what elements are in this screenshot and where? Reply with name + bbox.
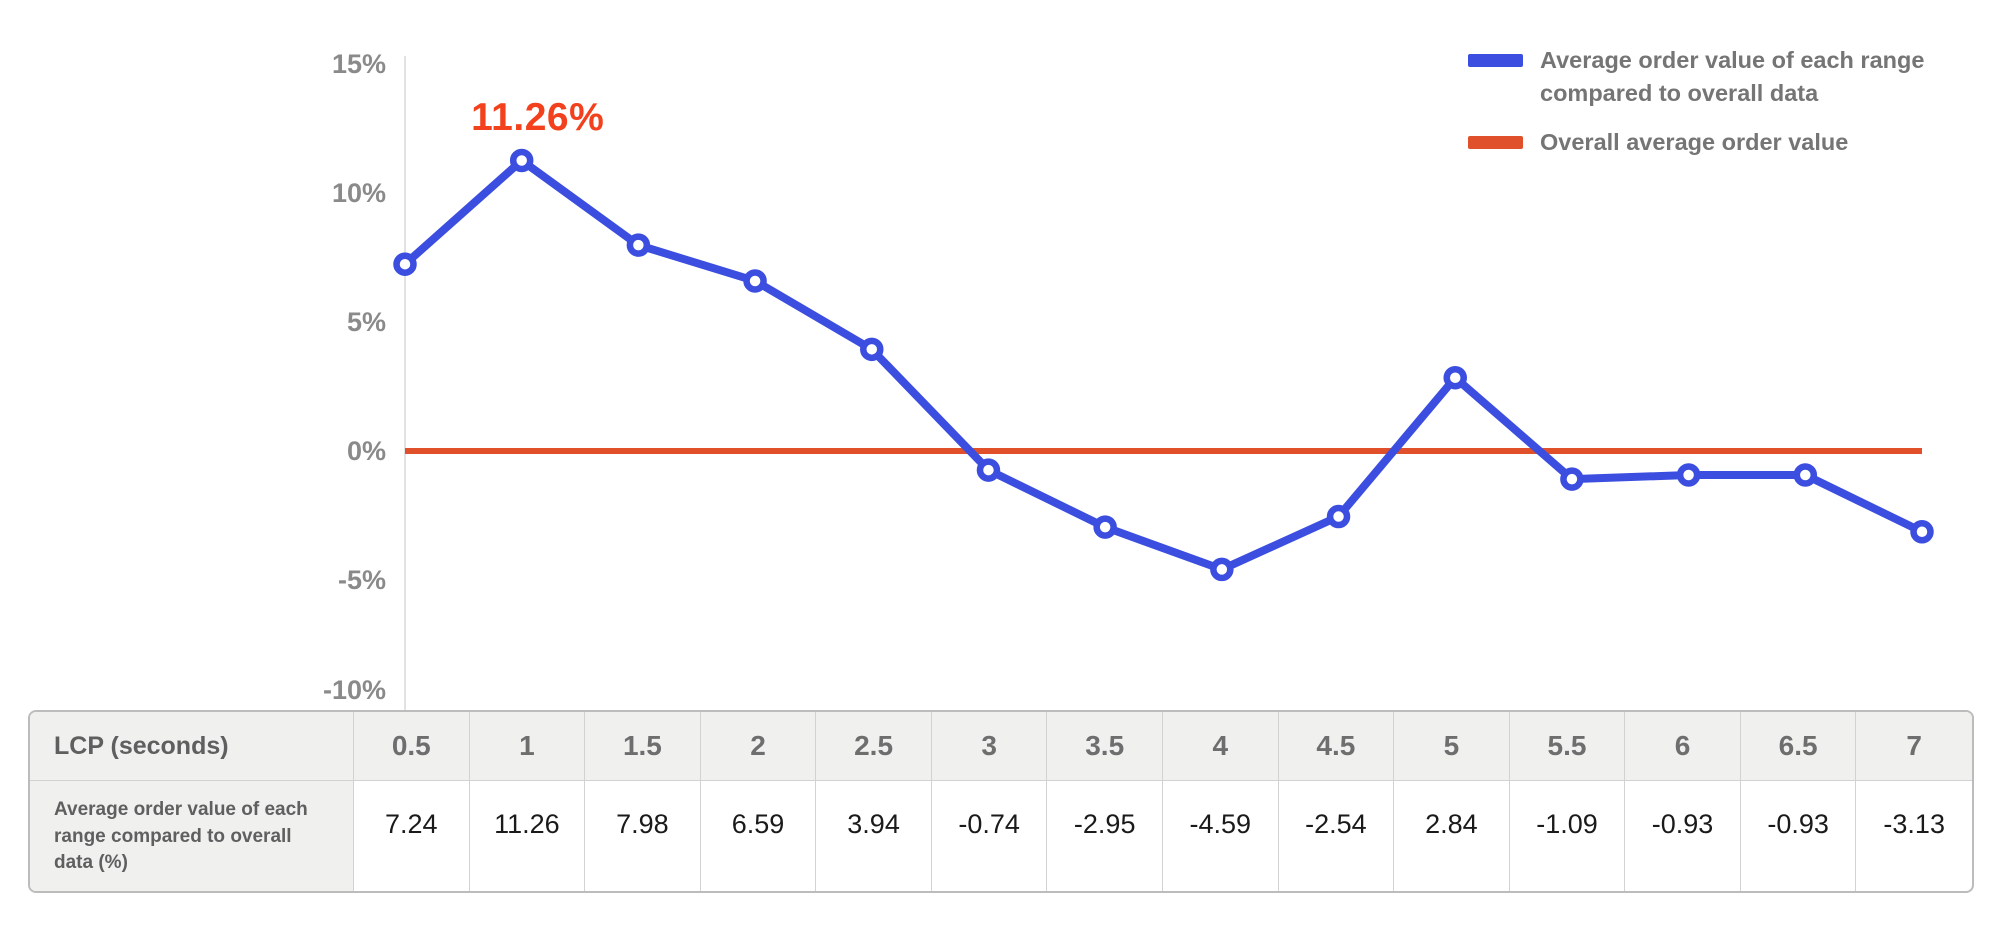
table-value-cell: 7.98 xyxy=(585,781,701,891)
data-table: LCP (seconds) 0.5 1 1.5 2 2.5 3 3.5 4 4.5 5 5.5 6 6.5… xyxy=(28,710,1974,893)
y-axis-tick-label: 0% xyxy=(346,436,386,466)
table-value-cell: 2.84 xyxy=(1394,781,1510,891)
table-value-cell: -2.95 xyxy=(1047,781,1163,891)
table-column-header: 2.5 xyxy=(816,712,932,781)
peak-value-annotation: 11.26% xyxy=(471,96,605,140)
table-value-cell: -0.74 xyxy=(932,781,1048,891)
table-row-label: Average order value of each range compar… xyxy=(30,781,354,891)
data-point-marker xyxy=(626,233,651,257)
legend-swatch-icon xyxy=(1468,54,1523,67)
plot-canvas xyxy=(393,56,1934,710)
table-value-cell: 7.24 xyxy=(354,781,470,891)
table-column-header: 1 xyxy=(469,712,586,781)
data-point-marker xyxy=(509,148,534,173)
data-point-marker xyxy=(393,252,417,276)
data-point-marker xyxy=(743,269,767,293)
table-value-cell: -4.59 xyxy=(1163,781,1279,891)
table-value-cell: -3.13 xyxy=(1883,809,1945,839)
table-column-header: 3 xyxy=(931,712,1048,781)
y-axis-tick-label: -10% xyxy=(322,675,386,705)
data-point-marker xyxy=(1910,520,1934,544)
table-column-header: 2 xyxy=(700,712,817,781)
table-value-cell: 11.26 xyxy=(470,781,586,891)
data-point-marker xyxy=(1793,463,1818,487)
data-point-marker xyxy=(1443,365,1467,390)
y-axis-tick-label: 15% xyxy=(331,49,386,79)
table-column-header: 4 xyxy=(1162,712,1279,781)
data-point-marker xyxy=(1676,463,1701,487)
data-point-marker xyxy=(1326,504,1351,529)
table-column-header: 3.5 xyxy=(1047,712,1163,781)
chart-legend: Average order value of each range compar… xyxy=(1468,44,1970,159)
table-value-cell: -0.93 xyxy=(1741,781,1857,891)
legend-item: Overall average order value xyxy=(1468,126,1970,159)
table-corner-header: LCP (seconds) xyxy=(30,712,354,781)
table-value-cell: -1.09 xyxy=(1510,781,1626,891)
table-value-cell: -0.93 xyxy=(1625,781,1741,891)
table-value-cell: 6.59 xyxy=(701,781,817,891)
table-value-cell: -2.54 xyxy=(1279,781,1395,891)
table-column-header: 7 xyxy=(1856,712,1972,781)
legend-item-label: Overall average order value xyxy=(1540,128,1849,155)
table-column-header: 5 xyxy=(1394,712,1510,781)
legend-item: Average order value of each range compar… xyxy=(1468,44,1970,111)
table-column-header: 1.5 xyxy=(585,712,701,781)
table-column-header: 0.5 xyxy=(354,712,470,781)
y-axis-tick-label: 10% xyxy=(331,178,386,208)
legend-item-label: Average order value of each range compar… xyxy=(1540,47,1925,107)
table-column-header: 6.5 xyxy=(1740,712,1857,781)
table-column-header: 4.5 xyxy=(1278,712,1395,781)
table-value-cell: 3.94 xyxy=(816,781,932,891)
y-axis-tick-label: 5% xyxy=(346,307,386,337)
data-point-marker xyxy=(1210,557,1234,582)
data-point-marker xyxy=(860,337,884,362)
y-axis-tick-label: -5% xyxy=(337,565,386,595)
series-line xyxy=(401,156,1926,574)
table-column-header: 5.5 xyxy=(1509,712,1626,781)
table-column-header: 6 xyxy=(1625,712,1741,781)
data-point-marker xyxy=(976,458,1001,482)
data-point-marker xyxy=(1093,515,1117,539)
legend-swatch-icon xyxy=(1468,135,1523,149)
data-point-marker xyxy=(1560,467,1584,491)
